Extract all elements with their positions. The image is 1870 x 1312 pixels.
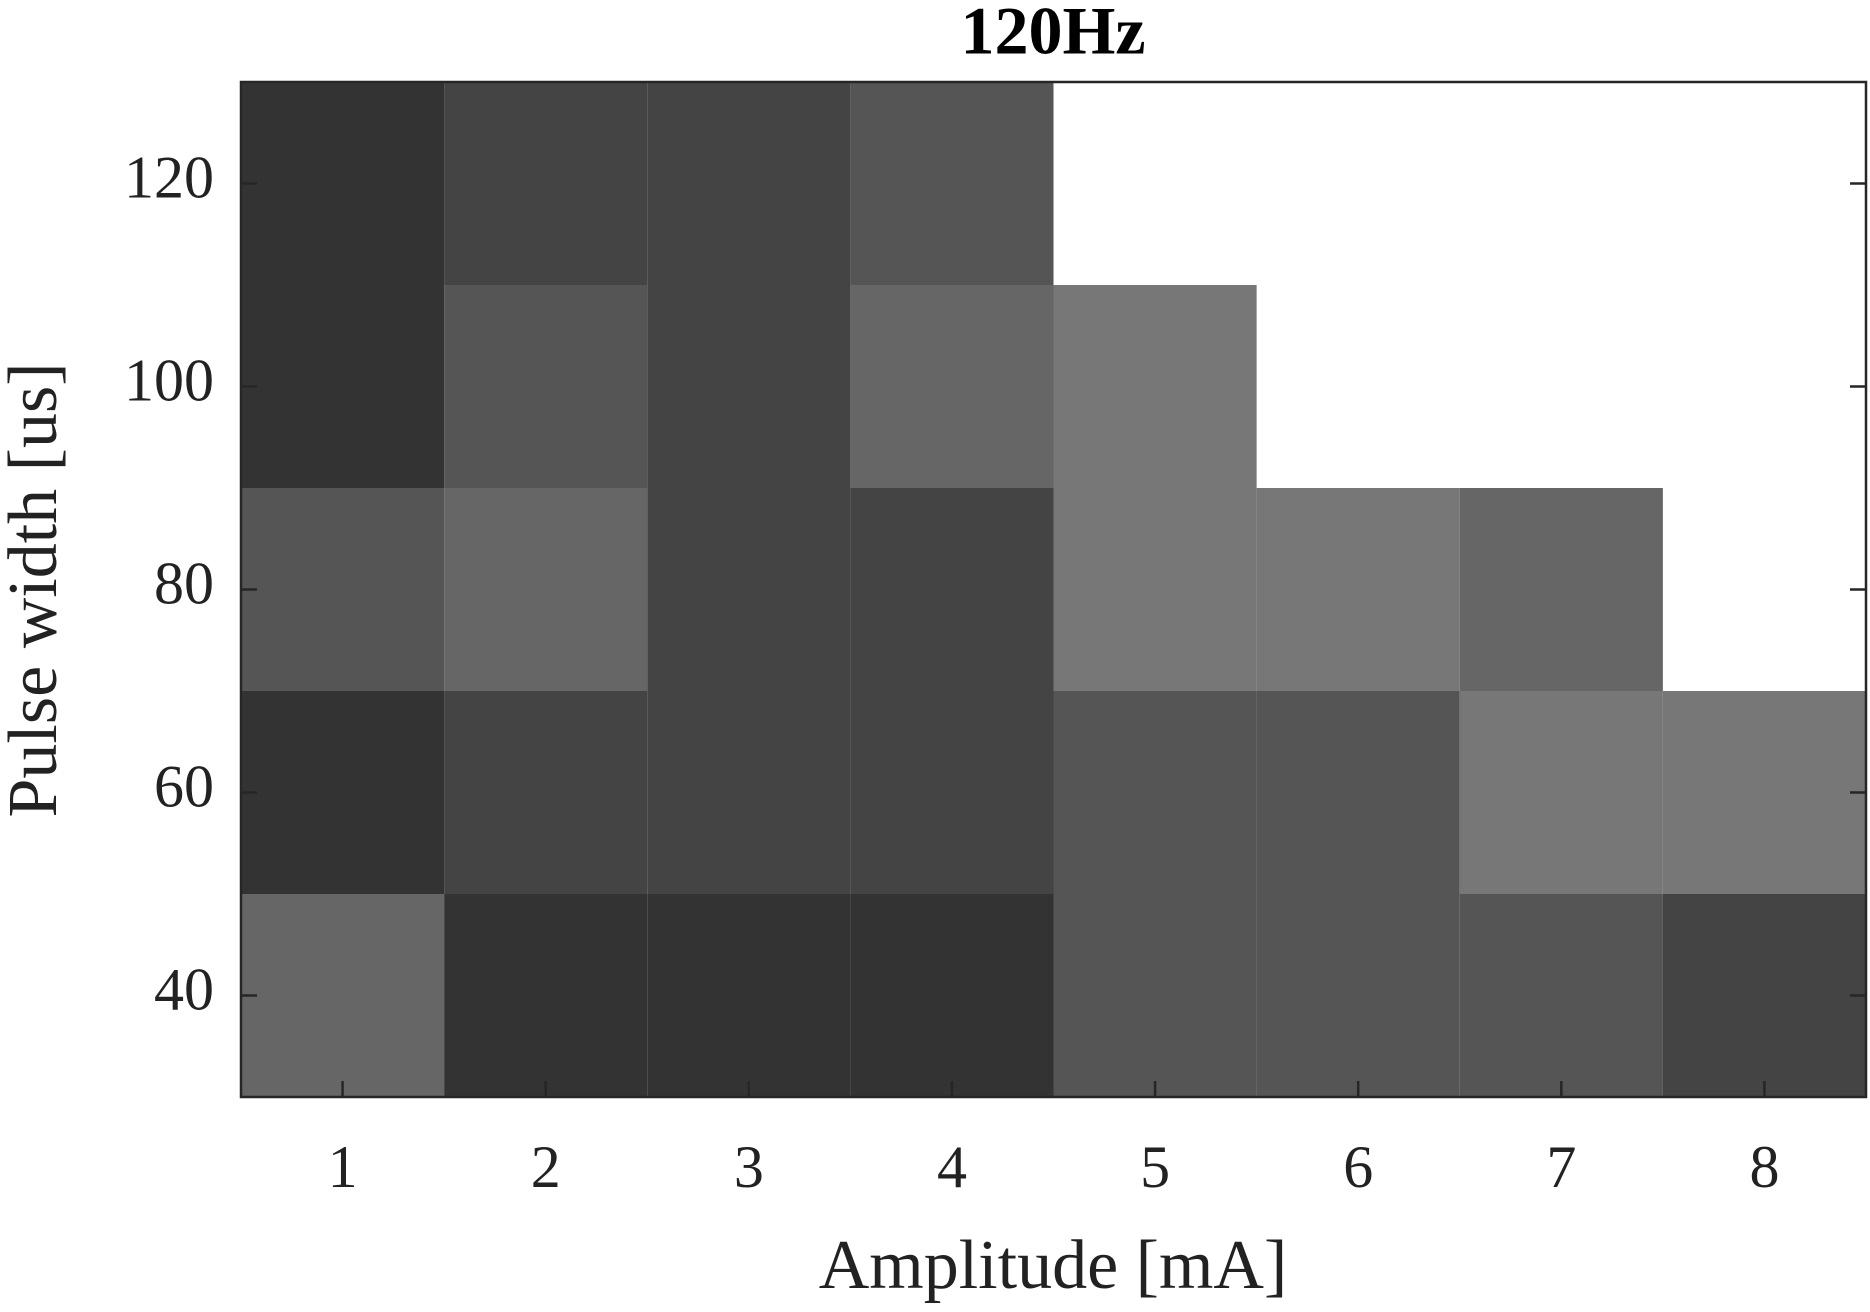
heat-cell xyxy=(1459,488,1663,691)
heat-cell xyxy=(647,82,851,285)
heat-cell xyxy=(1459,894,1663,1097)
heat-cell xyxy=(647,894,851,1097)
heat-cell xyxy=(1053,488,1257,691)
heat-cell xyxy=(241,488,445,691)
heat-cell xyxy=(444,691,648,894)
heat-cell xyxy=(241,285,445,488)
heat-cell xyxy=(1053,691,1257,894)
heat-cell xyxy=(241,894,445,1097)
y-tick-label: 80 xyxy=(154,550,214,616)
heat-cell xyxy=(444,488,648,691)
x-tick-label: 4 xyxy=(937,1134,967,1200)
x-tick-label: 5 xyxy=(1140,1134,1170,1200)
heat-cell xyxy=(1662,894,1866,1097)
heat-cell xyxy=(850,82,1054,285)
heat-cell xyxy=(1256,488,1460,691)
heat-cell xyxy=(241,82,445,285)
x-tick-label: 7 xyxy=(1546,1134,1576,1200)
chart-title: 120Hz xyxy=(960,0,1145,69)
x-tick-label: 2 xyxy=(531,1134,561,1200)
y-tick-label: 100 xyxy=(124,347,214,413)
heat-cell xyxy=(1256,894,1460,1097)
x-tick-label: 3 xyxy=(734,1134,764,1200)
x-tick-label: 6 xyxy=(1343,1134,1373,1200)
y-tick-label: 120 xyxy=(124,144,214,210)
heat-cell xyxy=(1256,691,1460,894)
y-tick-label: 40 xyxy=(154,956,214,1022)
heat-cell xyxy=(850,488,1054,691)
heat-cell xyxy=(850,894,1054,1097)
x-tick-label: 8 xyxy=(1749,1134,1779,1200)
heat-cell xyxy=(850,285,1054,488)
heat-cell xyxy=(647,691,851,894)
x-tick-label: 1 xyxy=(328,1134,358,1200)
heat-cell xyxy=(647,488,851,691)
heat-cell xyxy=(444,894,648,1097)
y-axis-label: Pulse width [us] xyxy=(0,363,72,818)
heat-cell xyxy=(444,82,648,285)
heat-cell xyxy=(1459,691,1663,894)
heat-cell xyxy=(444,285,648,488)
heat-cell xyxy=(241,691,445,894)
heat-cell xyxy=(647,285,851,488)
heat-cell xyxy=(850,691,1054,894)
heat-cell xyxy=(1053,285,1257,488)
x-axis-label: Amplitude [mA] xyxy=(819,1227,1288,1304)
heat-cell xyxy=(1053,894,1257,1097)
y-tick-label: 60 xyxy=(154,753,214,819)
heat-cell xyxy=(1662,691,1866,894)
